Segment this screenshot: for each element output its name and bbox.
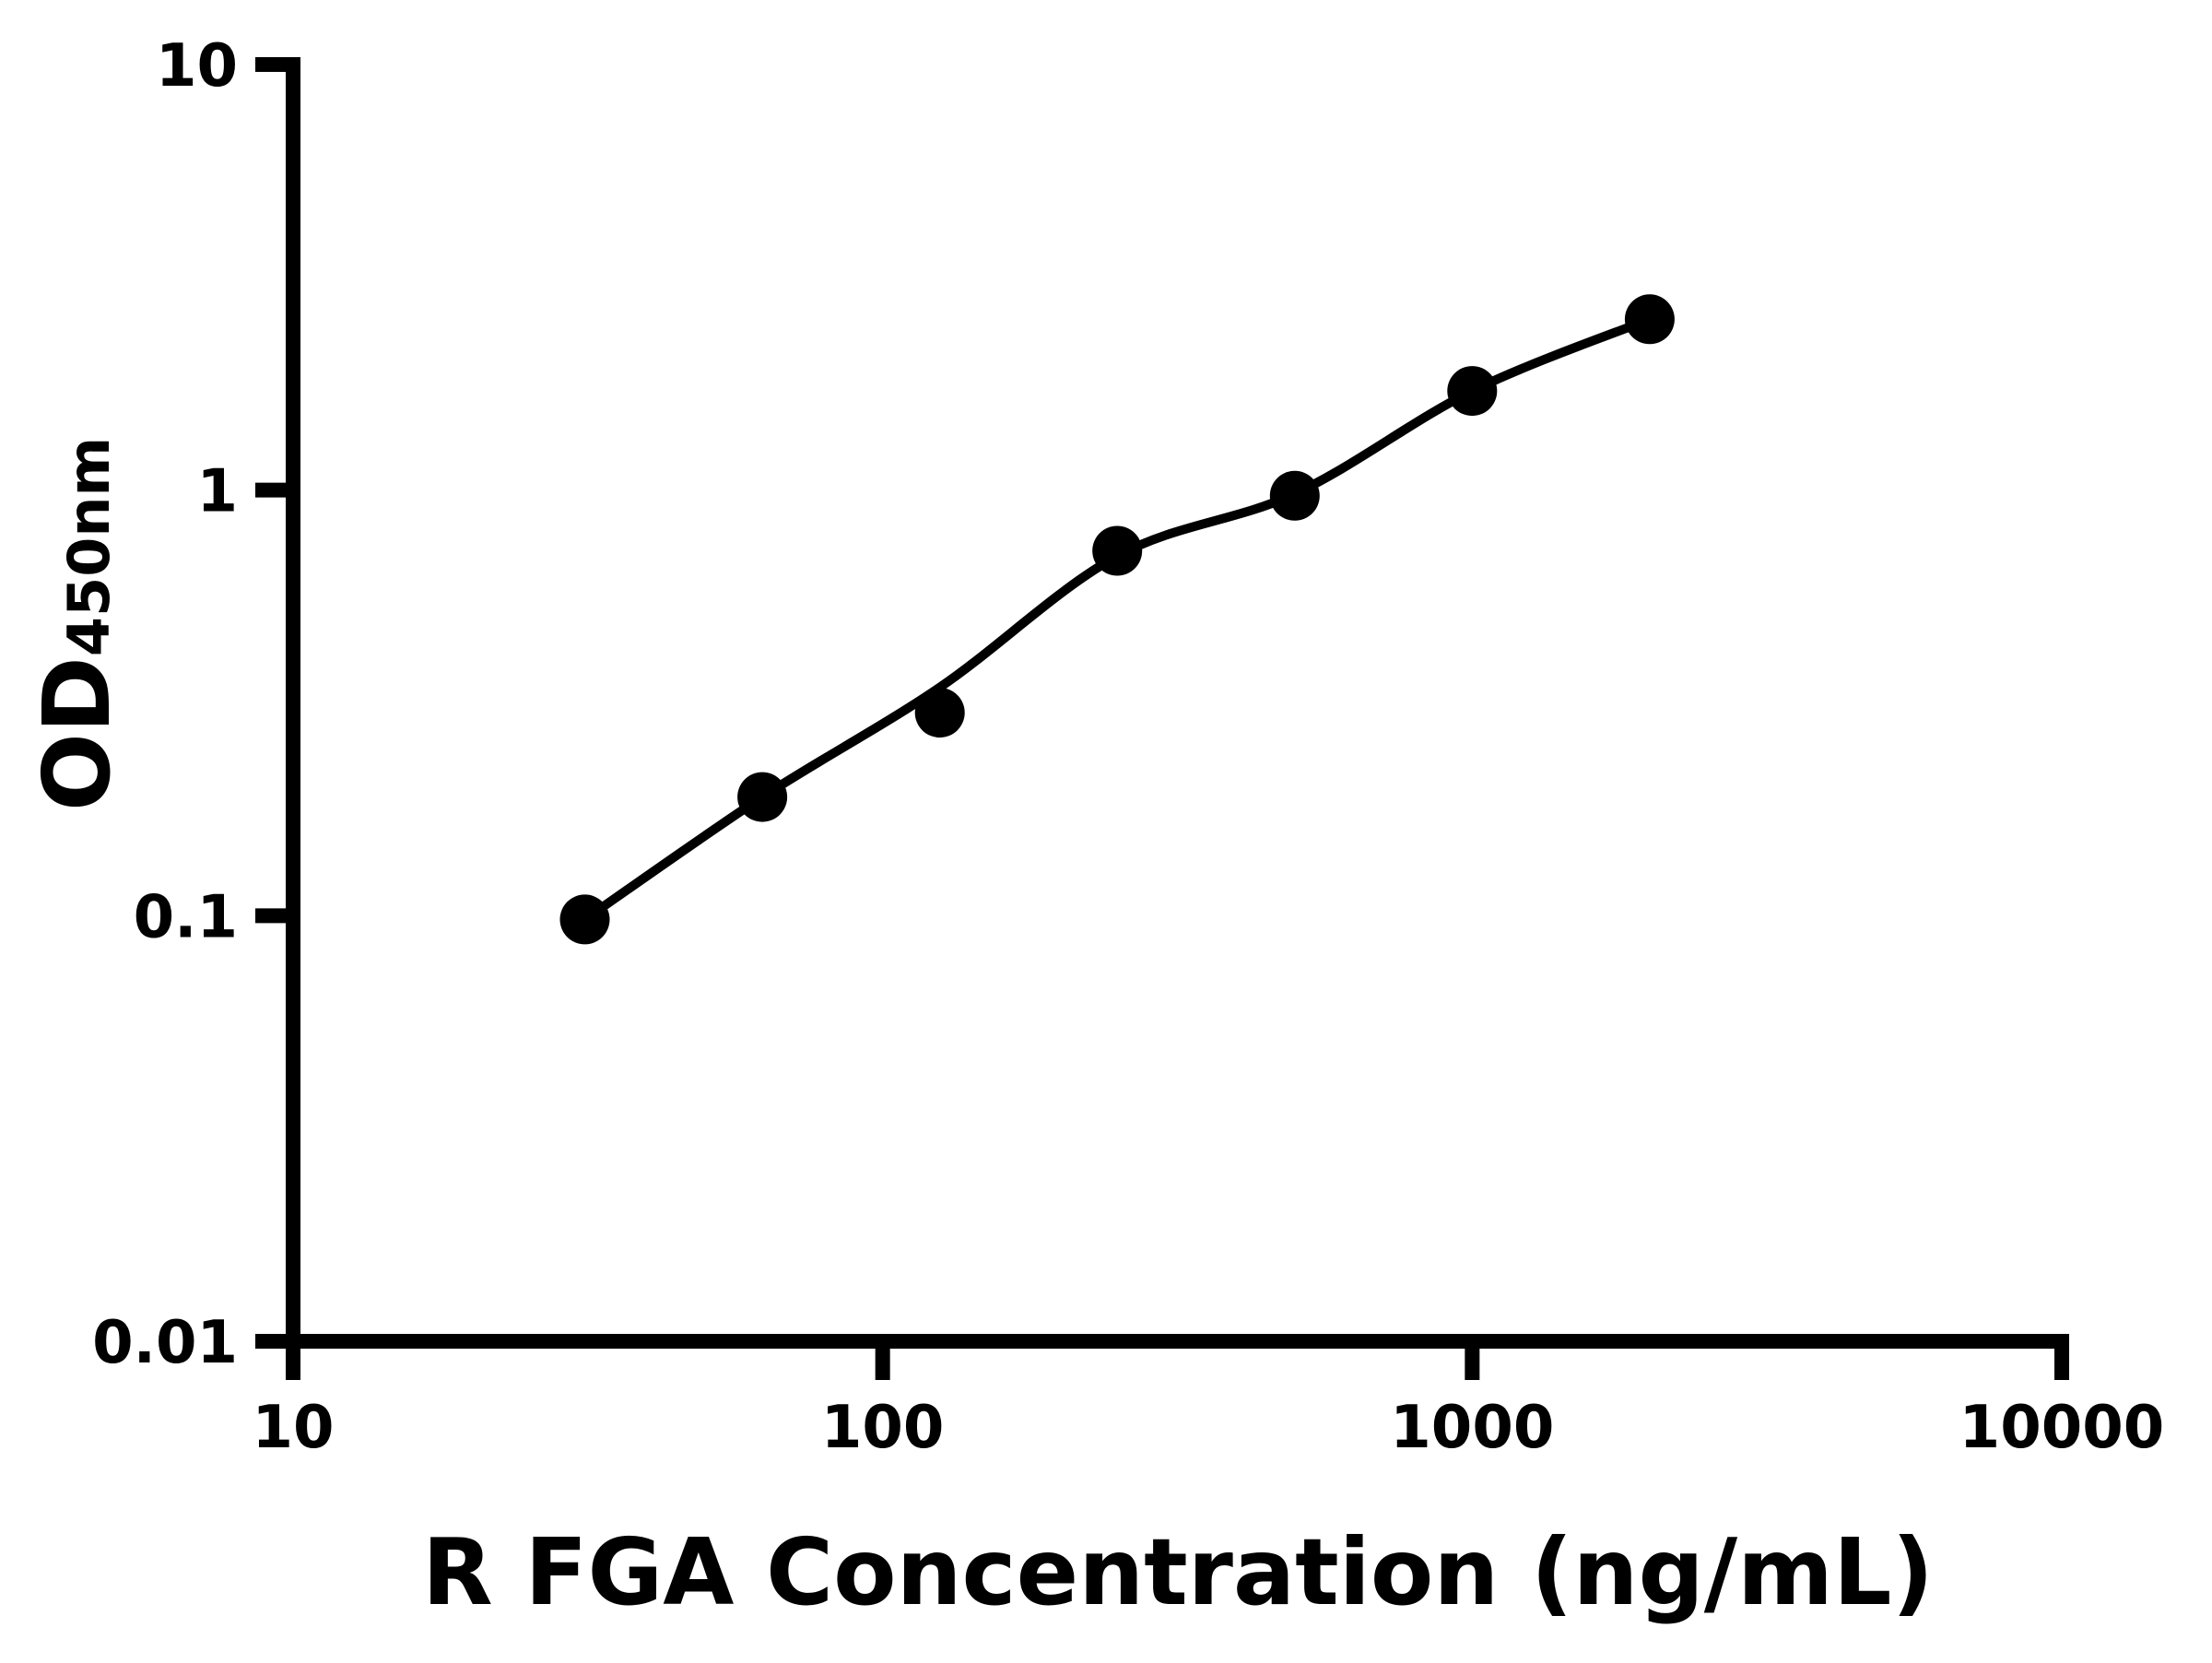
x-tick-label-10000: 10000 (1959, 1394, 2165, 1462)
y-axis-title-main: OD (23, 656, 131, 811)
y-axis-title-sub: 450nm (55, 437, 123, 656)
data-point-62.5 (737, 772, 788, 822)
tick-marks (255, 56, 2070, 1380)
data-point-125 (914, 688, 965, 738)
x-axis-title: R FGA Concentration (ng/mL) (422, 1518, 1934, 1626)
axes (255, 56, 2070, 1380)
data-point-2000 (1624, 294, 1675, 345)
x-tick-label-100: 100 (821, 1394, 945, 1462)
y-tick-label-0.01: 0.01 (92, 1309, 238, 1377)
y-tick-label-0.1: 0.1 (134, 883, 238, 951)
y-tick-label-1: 1 (196, 458, 238, 526)
data-points (559, 294, 1675, 945)
data-point-250 (1092, 525, 1143, 576)
x-tick-label-10: 10 (252, 1394, 334, 1462)
data-point-500 (1269, 470, 1320, 521)
data-point-31.25 (559, 894, 610, 945)
data-point-1000 (1447, 366, 1498, 417)
y-axis-title: OD450nm (23, 437, 131, 811)
x-tick-label-1000: 1000 (1390, 1394, 1554, 1462)
tick-labels: 10 100 1000 10000 0.01 0.1 1 10 (92, 32, 2164, 1462)
y-tick-label-10: 10 (156, 32, 238, 100)
fit-curve-line (580, 314, 1654, 925)
